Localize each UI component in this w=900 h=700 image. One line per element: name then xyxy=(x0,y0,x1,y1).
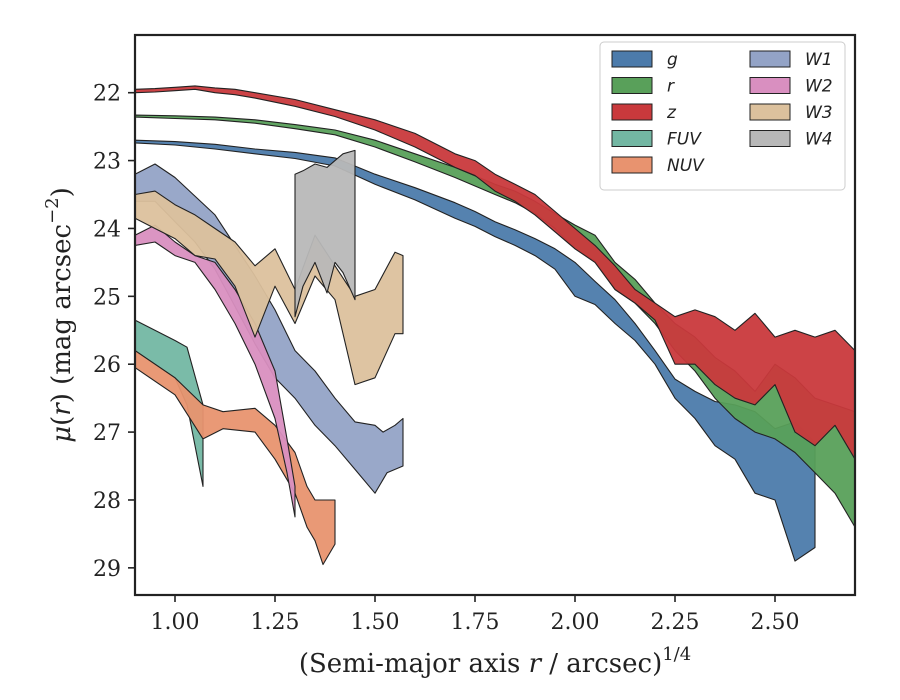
x-tick-label: 1.75 xyxy=(451,610,500,635)
legend-swatch-NUV xyxy=(611,156,653,174)
x-tick-label: 2.25 xyxy=(651,610,700,635)
legend-label-g: g xyxy=(667,50,678,70)
legend-label-W1: W1 xyxy=(805,50,833,70)
legend-label-z: z xyxy=(666,103,677,123)
x-tick-label: 2.50 xyxy=(751,610,800,635)
legend-swatch-r xyxy=(611,77,653,94)
legend-label-W2: W2 xyxy=(805,77,833,97)
y-tick-label: 22 xyxy=(93,82,121,107)
y-tick-label: 25 xyxy=(93,285,121,310)
legend-swatch-z xyxy=(611,103,653,121)
x-tick-label: 1.50 xyxy=(351,610,400,635)
y-tick-label: 29 xyxy=(93,557,121,582)
band-W3 xyxy=(134,190,404,386)
y-axis: 22 23 24 25 26 27 28 29 xyxy=(93,82,135,582)
legend: grz FUV NUV W1 W2 W3 W4 xyxy=(599,41,846,191)
x-tick-label: 1.00 xyxy=(151,610,200,635)
legend-label-FUV: FUV xyxy=(667,130,702,150)
x-axis-label: (Semi-major axis r / arcsec)1/4 xyxy=(299,644,691,679)
y-axis-label: μ(r) (mag arcsec−2) xyxy=(42,187,77,443)
y-tick-label: 23 xyxy=(93,150,121,175)
legend-label-W4: W4 xyxy=(805,130,833,150)
legend-swatch-g xyxy=(611,50,653,68)
y-tick-label: 28 xyxy=(93,489,121,514)
band-g xyxy=(134,139,816,562)
y-tick-label: 24 xyxy=(93,217,121,242)
band-W2 xyxy=(134,224,296,518)
band-W4 xyxy=(294,149,356,318)
y-tick-label: 26 xyxy=(93,353,121,378)
legend-swatch-W2 xyxy=(749,77,791,94)
x-tick-label: 1.25 xyxy=(251,610,300,635)
x-axis: 1.00 1.25 1.50 1.75 2.00 2.25 2.50 xyxy=(151,595,800,635)
legend-label-r: r xyxy=(667,77,675,97)
legend-label-NUV: NUV xyxy=(667,156,705,176)
plot-frame xyxy=(133,33,857,597)
legend-swatch-W1 xyxy=(749,50,791,68)
band-NUV xyxy=(134,350,336,566)
x-tick-label: 2.00 xyxy=(551,610,600,635)
legend-swatch-W4 xyxy=(749,130,791,147)
y-tick-label: 27 xyxy=(93,421,121,446)
data-bands xyxy=(134,85,856,566)
legend-label-W3: W3 xyxy=(805,103,833,123)
legend-swatch-W3 xyxy=(749,103,791,121)
legend-swatch-FUV xyxy=(611,130,653,147)
